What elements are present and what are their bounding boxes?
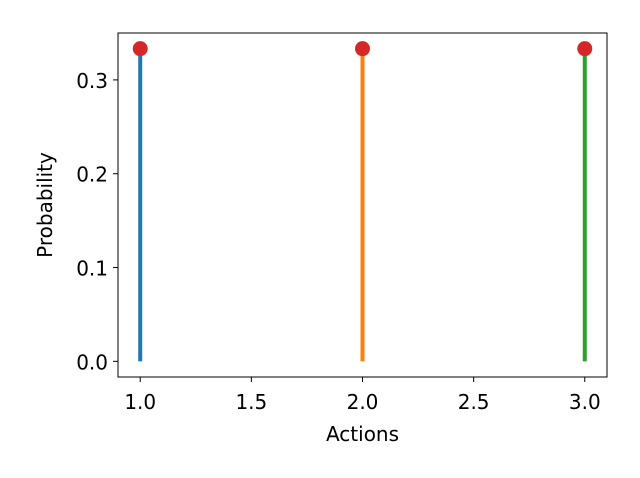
stem-series (138, 48, 587, 362)
x-axis-label: Actions (326, 422, 399, 446)
stem-marker (132, 41, 148, 57)
x-tick-label: 2.5 (458, 390, 490, 414)
stem-marker (355, 41, 370, 57)
y-axis-label: Probability (33, 152, 57, 258)
y-tick-label: 0.1 (76, 257, 108, 281)
y-tick-label: 0.2 (76, 163, 108, 187)
x-axis-ticks: 1.0 1.5 2.0 2.5 3.0 (124, 377, 601, 414)
x-tick-label: 1.5 (235, 390, 267, 414)
x-tick-label: 1.0 (124, 390, 156, 414)
x-tick-label: 3.0 (569, 390, 601, 414)
y-axis-ticks: 0.0 0.1 0.2 0.3 (76, 69, 118, 374)
y-tick-label: 0.0 (76, 350, 108, 374)
y-tick-label: 0.3 (76, 69, 108, 93)
stem-marker (577, 41, 593, 57)
x-tick-label: 2.0 (347, 390, 379, 414)
marker-series (132, 41, 593, 57)
